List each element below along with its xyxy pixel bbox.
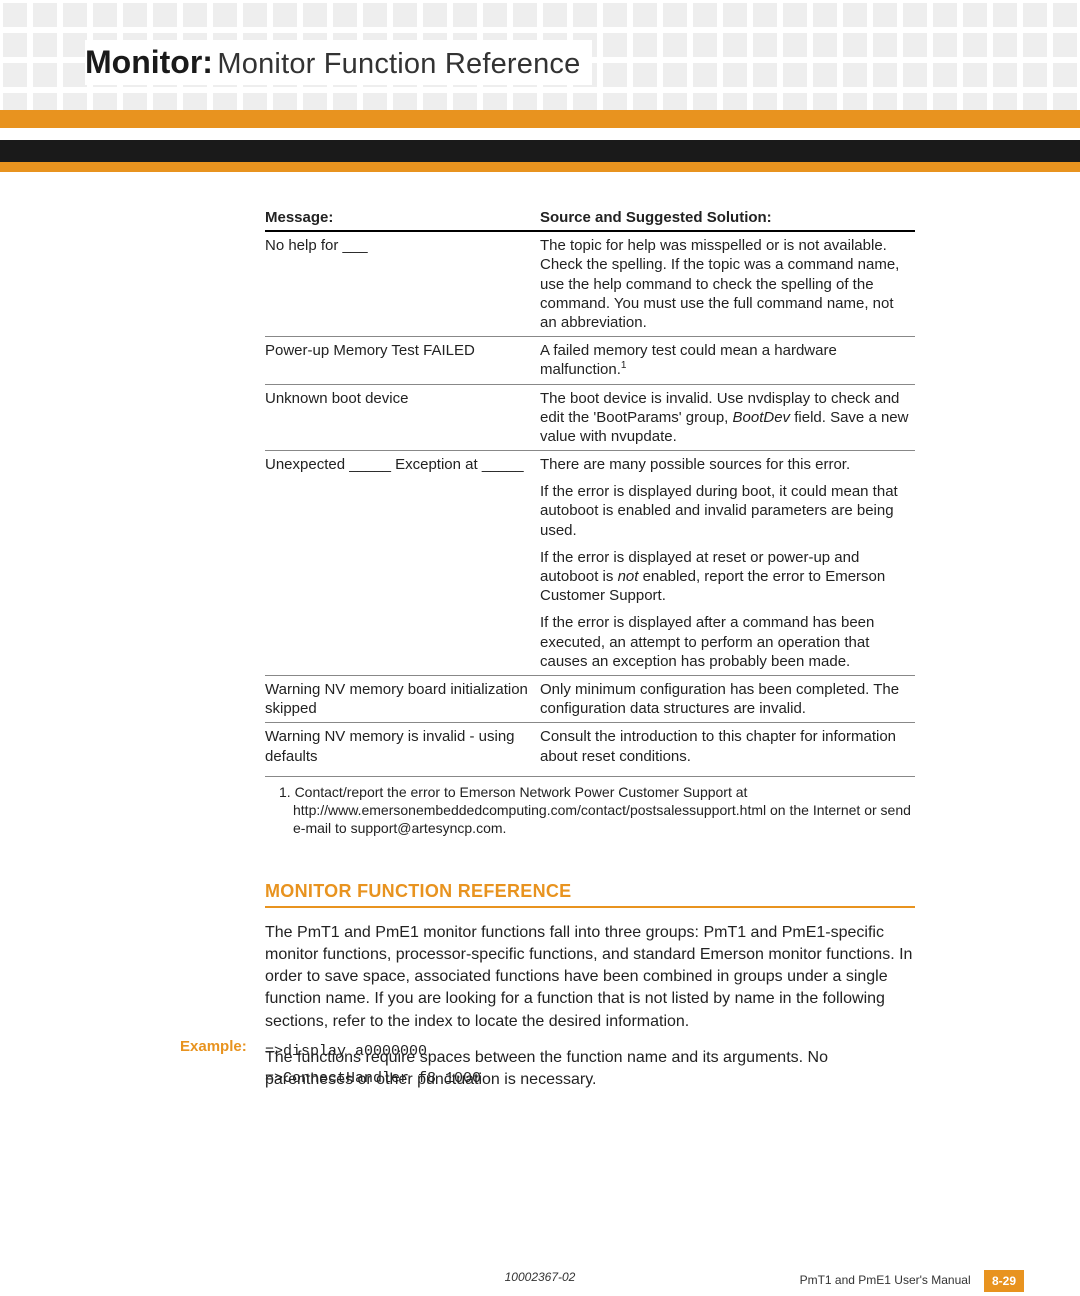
table-row: Warning NV memory is invalid - using def… — [265, 723, 915, 770]
main-content: Message: Source and Suggested Solution: … — [265, 208, 915, 1105]
table-row: Unknown boot deviceThe boot device is in… — [265, 384, 915, 451]
message-table: Message: Source and Suggested Solution: … — [265, 208, 915, 770]
accent-bar-bottom — [0, 162, 1080, 172]
message-cell: Unexpected _____ Exception at _____ — [265, 451, 540, 676]
message-cell: Warning NV memory is invalid - using def… — [265, 723, 540, 770]
solution-cell: There are many possible sources for this… — [540, 451, 915, 676]
table-header-solution: Source and Suggested Solution: — [540, 208, 915, 231]
solution-paragraph: There are many possible sources for this… — [540, 455, 909, 474]
solution-paragraph: Only minimum configuration has been comp… — [540, 680, 909, 718]
table-row: No help for ___The topic for help was mi… — [265, 231, 915, 336]
example-code: =>display a0000000 =>ConnectHandler f8 1… — [265, 1038, 481, 1092]
message-cell: No help for ___ — [265, 231, 540, 336]
solution-paragraph: If the error is displayed during boot, i… — [540, 482, 909, 540]
footer-right: PmT1 and PmE1 User's Manual 8-29 — [800, 1270, 1024, 1292]
section-paragraph: The PmT1 and PmE1 monitor functions fall… — [265, 922, 915, 1032]
dark-bar — [0, 140, 1080, 162]
solution-paragraph: If the error is displayed after a comman… — [540, 613, 909, 671]
footnote: 1. Contact/report the error to Emerson N… — [265, 776, 915, 838]
section-title: MONITOR FUNCTION REFERENCE — [265, 881, 915, 908]
solution-cell: The topic for help was misspelled or is … — [540, 231, 915, 336]
page-header: Monitor: Monitor Function Reference — [85, 40, 592, 85]
page-number-badge: 8-29 — [984, 1270, 1024, 1292]
footer-manual-name: PmT1 and PmE1 User's Manual — [800, 1273, 971, 1287]
solution-cell: Only minimum configuration has been comp… — [540, 675, 915, 722]
accent-bar-top — [0, 110, 1080, 128]
solution-cell: A failed memory test could mean a hardwa… — [540, 337, 915, 384]
code-line: =>ConnectHandler f8 1000 — [265, 1065, 481, 1092]
message-cell: Unknown boot device — [265, 384, 540, 451]
code-line: =>display a0000000 — [265, 1038, 481, 1065]
solution-cell: Consult the introduction to this chapter… — [540, 723, 915, 770]
table-row: Warning NV memory board initialization s… — [265, 675, 915, 722]
table-row: Power-up Memory Test FAILEDA failed memo… — [265, 337, 915, 384]
solution-paragraph: The boot device is invalid. Use nvdispla… — [540, 389, 909, 447]
solution-cell: The boot device is invalid. Use nvdispla… — [540, 384, 915, 451]
solution-paragraph: If the error is displayed at reset or po… — [540, 548, 909, 606]
solution-paragraph: The topic for help was misspelled or is … — [540, 236, 909, 332]
solution-paragraph: A failed memory test could mean a hardwa… — [540, 341, 909, 379]
table-header-message: Message: — [265, 208, 540, 231]
example-label: Example: — [180, 1038, 247, 1055]
message-cell: Warning NV memory board initialization s… — [265, 675, 540, 722]
header-section-name: Monitor: — [85, 44, 213, 80]
header-topic: Monitor Function Reference — [217, 48, 580, 80]
message-cell: Power-up Memory Test FAILED — [265, 337, 540, 384]
solution-paragraph: Consult the introduction to this chapter… — [540, 727, 909, 765]
table-row: Unexpected _____ Exception at _____There… — [265, 451, 915, 676]
